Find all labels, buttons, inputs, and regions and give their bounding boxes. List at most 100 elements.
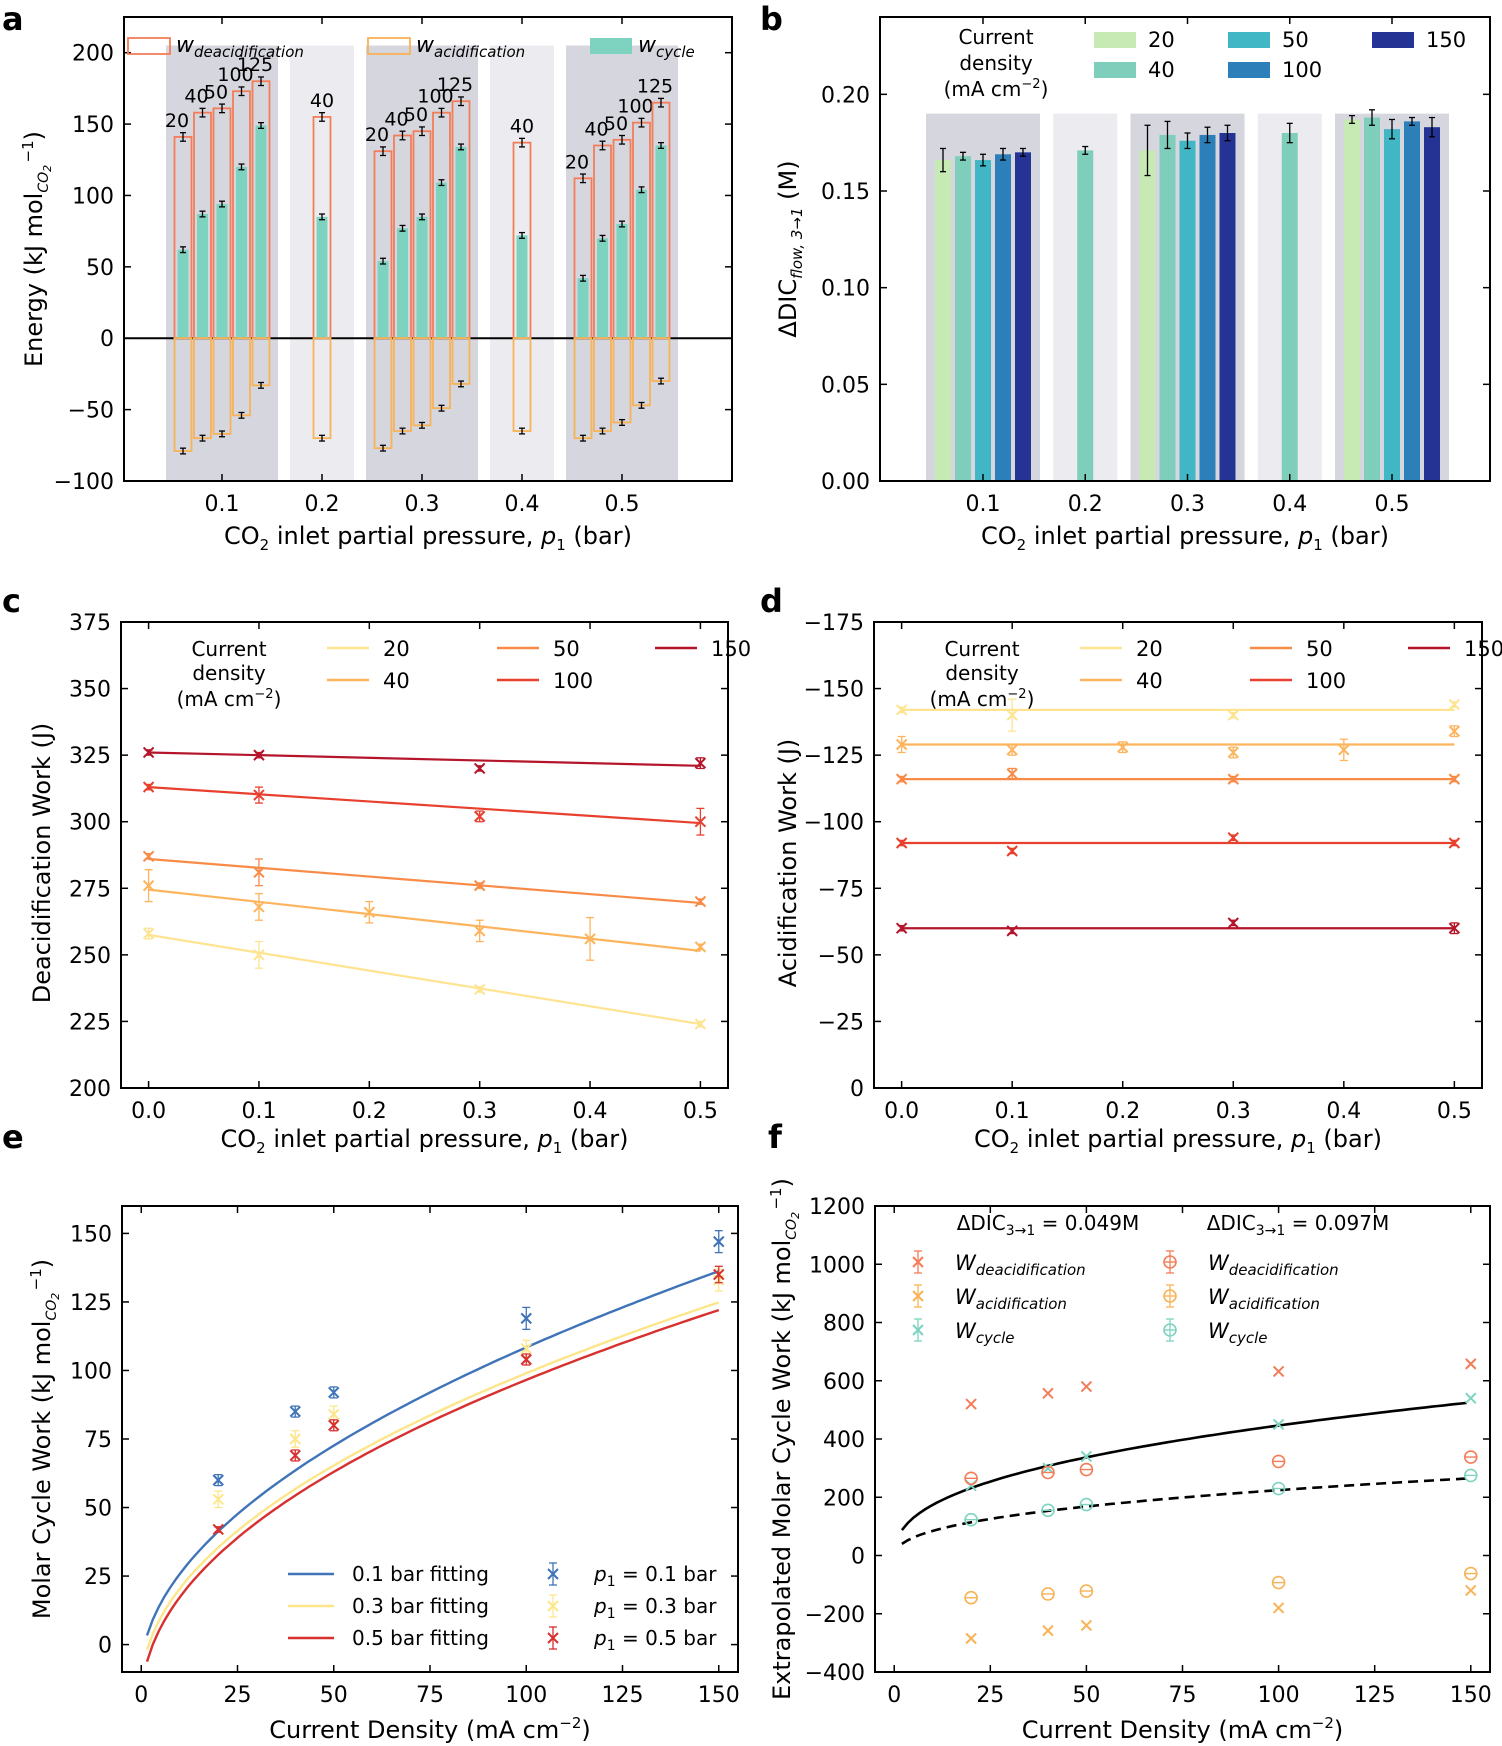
bar-cycle bbox=[255, 125, 267, 339]
bar-cycle bbox=[597, 238, 608, 339]
a-xtick-label: 0.4 bbox=[505, 492, 540, 517]
f-xlabel: Current Density (mA cm−2) bbox=[1022, 1714, 1344, 1744]
d-point bbox=[895, 773, 908, 785]
b-legend-label: 100 bbox=[1282, 58, 1322, 82]
c-point bbox=[584, 933, 596, 945]
d-ytick-label: −75 bbox=[818, 877, 864, 902]
e-xtick-label: 125 bbox=[602, 1683, 644, 1708]
e-fit-curve bbox=[145, 1301, 720, 1651]
f-ytick-label: 1000 bbox=[809, 1253, 865, 1278]
a-ytick-label: 100 bbox=[72, 184, 114, 209]
d-xtick-label: 0.1 bbox=[995, 1099, 1030, 1124]
a-ytick-label: 200 bbox=[72, 42, 114, 67]
e-point bbox=[520, 1353, 532, 1366]
b-legend-label: 40 bbox=[1148, 58, 1175, 82]
bar-label-a: 50 bbox=[204, 81, 228, 103]
e-ytick-label: 50 bbox=[84, 1497, 112, 1522]
b-xtick-label: 0.5 bbox=[1375, 492, 1410, 517]
bar-cycle bbox=[616, 224, 628, 339]
d-point bbox=[895, 704, 908, 716]
bar-dic bbox=[1424, 127, 1440, 481]
e-legend-pt-label: p1 = 0.1 bar bbox=[593, 1562, 717, 1590]
c-ytick-label: 275 bbox=[69, 877, 111, 902]
c-point bbox=[473, 879, 486, 892]
e-point bbox=[328, 1408, 340, 1421]
bar-dic bbox=[1384, 129, 1400, 481]
f-xtick-label: 25 bbox=[976, 1683, 1004, 1708]
f-legend-label-049: Wcycle bbox=[955, 1319, 1015, 1347]
c-fit-line bbox=[148, 751, 701, 767]
bar-cycle bbox=[636, 189, 647, 339]
bar-cycle bbox=[436, 182, 447, 339]
d-legend-label: 50 bbox=[1306, 637, 1333, 661]
d-point bbox=[1448, 725, 1461, 737]
b-ytick-label: 0.20 bbox=[821, 83, 870, 108]
panel-label: c bbox=[2, 582, 21, 620]
bar-cycle bbox=[577, 278, 589, 339]
c-xtick-label: 0.5 bbox=[683, 1099, 718, 1124]
b-xtick-label: 0.3 bbox=[1170, 492, 1205, 517]
e-point bbox=[212, 1493, 224, 1506]
e-legend-marker bbox=[547, 1632, 559, 1644]
e-legend-fit-label: 0.5 bar fitting bbox=[352, 1626, 489, 1650]
axes-c bbox=[120, 621, 729, 1089]
bar-dic bbox=[1015, 152, 1031, 482]
c-point bbox=[142, 746, 155, 759]
f-legend-label-049: Wacidification bbox=[955, 1285, 1067, 1313]
b-ytick-label: 0.10 bbox=[821, 277, 870, 302]
panel-label: f bbox=[768, 1118, 783, 1156]
d-point bbox=[1006, 845, 1018, 857]
a-ylabel: Energy (kJ molCO2 −1) bbox=[19, 131, 54, 367]
d-point bbox=[895, 738, 908, 751]
c-ytick-label: 200 bbox=[69, 1077, 111, 1102]
b-legend-swatch bbox=[1094, 62, 1136, 78]
bar-cycle bbox=[197, 214, 208, 339]
f-legend-x-marker bbox=[912, 1324, 924, 1336]
d-point bbox=[1448, 698, 1461, 711]
d-ytick-label: −100 bbox=[804, 811, 864, 836]
c-point bbox=[142, 879, 155, 892]
d-point bbox=[1448, 922, 1461, 934]
bar-dic bbox=[1199, 134, 1216, 481]
d-ytick-label: −25 bbox=[818, 1010, 864, 1035]
a-xlabel: CO2 inlet partial pressure, p1 (bar) bbox=[224, 522, 632, 554]
f-legend-x-marker bbox=[912, 1256, 924, 1268]
f-point-cycle-049 bbox=[1272, 1418, 1285, 1431]
c-ylabel: Deacidification Work (J) bbox=[28, 723, 56, 1004]
bar-label-a: 20 bbox=[365, 124, 389, 146]
b-legend-label: 20 bbox=[1148, 28, 1175, 52]
e-point bbox=[520, 1312, 532, 1325]
e-xtick-label: 100 bbox=[505, 1683, 547, 1708]
b-legend-swatch bbox=[1228, 32, 1270, 48]
d-xtick-label: 0.5 bbox=[1437, 1099, 1472, 1124]
b-xtick-label: 0.1 bbox=[966, 492, 1001, 517]
e-xtick-label: 25 bbox=[224, 1683, 252, 1708]
e-legend-pt-label: p1 = 0.5 bar bbox=[593, 1626, 717, 1654]
f-point-acid-049 bbox=[1465, 1584, 1477, 1597]
a-ytick-label: −100 bbox=[54, 470, 114, 495]
d-point bbox=[1006, 744, 1018, 756]
bar-label-a: 20 bbox=[565, 151, 589, 173]
bar-cycle bbox=[455, 146, 467, 339]
c-point bbox=[473, 925, 486, 937]
legend-acid-label: wacidification bbox=[416, 33, 525, 61]
f-legend-x-marker bbox=[912, 1290, 924, 1302]
e-ytick-label: 150 bbox=[70, 1222, 112, 1247]
c-legend-label: 100 bbox=[553, 669, 593, 693]
legend-deacid-label: wdeacidification bbox=[176, 33, 304, 61]
panel-label: e bbox=[2, 1118, 24, 1156]
d-legend-title: (mA cm−2) bbox=[930, 687, 1035, 711]
c-point bbox=[694, 816, 707, 828]
c-point bbox=[253, 866, 265, 879]
d-legend-label: 20 bbox=[1136, 637, 1163, 661]
c-fit-line bbox=[148, 933, 701, 1026]
f-point-acid-049 bbox=[1080, 1619, 1093, 1632]
d-xtick-label: 0.4 bbox=[1326, 1099, 1361, 1124]
d-ytick-label: 0 bbox=[850, 1077, 864, 1102]
panel-label: d bbox=[760, 582, 783, 620]
b-xlabel: CO2 inlet partial pressure, p1 (bar) bbox=[981, 522, 1389, 554]
e-point bbox=[289, 1449, 301, 1462]
e-point bbox=[328, 1386, 340, 1399]
c-xtick-label: 0.3 bbox=[462, 1099, 497, 1124]
